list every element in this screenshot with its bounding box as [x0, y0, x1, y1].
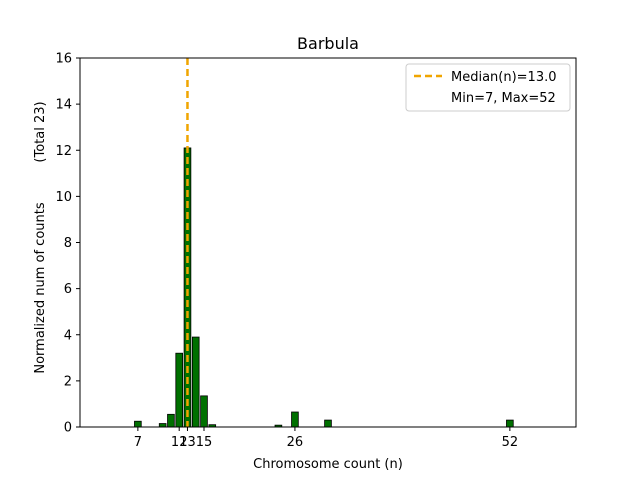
x-tick-label: 52 [502, 435, 519, 450]
chart-title: Barbula [297, 34, 359, 53]
y-axis-label: Normalized num of counts [33, 202, 48, 373]
bar [191, 336, 200, 428]
bar [291, 411, 299, 428]
x-tick-label: 7 [134, 435, 142, 450]
bar [134, 420, 142, 428]
y-tick-label: 0 [64, 421, 72, 436]
bar [158, 423, 167, 428]
y-tick-label: 14 [55, 98, 72, 113]
legend-box [405, 63, 571, 112]
y-tick-label: 10 [55, 190, 72, 205]
y-tick-label: 12 [55, 144, 72, 159]
y-tick-label: 2 [64, 374, 72, 389]
bars-group [134, 147, 514, 428]
y-tick-label: 4 [64, 328, 72, 343]
y-tick-label: 16 [55, 52, 72, 67]
x-axis-label: Chromosome count (n) [253, 457, 403, 472]
y-axis: 0 2 4 6 8 10 12 14 16 [55, 52, 80, 436]
y-tick-label: 8 [64, 236, 72, 251]
legend-median-label: Median(n)=13.0 [451, 70, 557, 85]
y-axis-total-note: (Total 23) [33, 101, 48, 162]
bar [324, 419, 332, 428]
y-tick-label: 6 [64, 282, 72, 297]
x-tick-label: 12 [171, 435, 188, 450]
plot-frame [79, 57, 577, 428]
x-tick-label: 15 [196, 435, 213, 450]
bar [506, 419, 514, 428]
legend: Median(n)=13.0 Min=7, Max=52 [405, 63, 571, 112]
x-tick-label: 26 [287, 435, 304, 450]
x-tick-label: 13 [179, 435, 196, 450]
bar [167, 413, 175, 428]
bar [200, 395, 208, 428]
bar [183, 147, 192, 428]
legend-minmax-label: Min=7, Max=52 [451, 91, 556, 106]
bar [175, 352, 183, 428]
